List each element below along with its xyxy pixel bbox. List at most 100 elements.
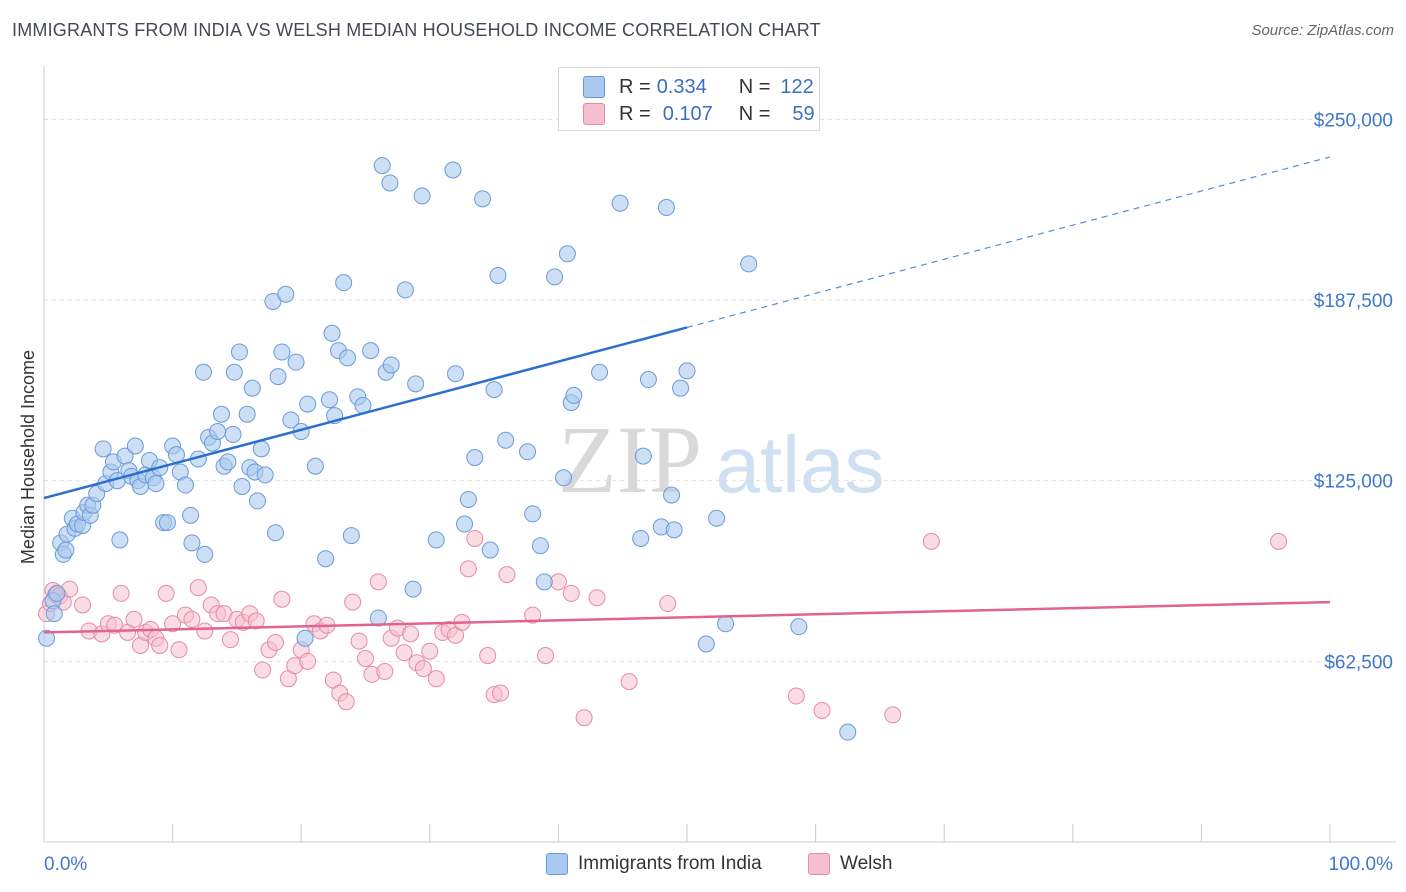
- welsh-point: [221, 631, 239, 649]
- welsh-point: [350, 632, 368, 650]
- legend-n-value-welsh: 59: [792, 102, 815, 125]
- india-point: [632, 529, 650, 547]
- welsh-point: [266, 634, 284, 652]
- india-point: [224, 425, 242, 443]
- welsh-point: [659, 595, 677, 613]
- india-point: [287, 353, 305, 371]
- india-point: [212, 405, 230, 423]
- india-point: [672, 379, 690, 397]
- india-point: [335, 274, 353, 292]
- welsh-point: [376, 662, 394, 680]
- welsh-point: [164, 615, 182, 633]
- india-point: [230, 343, 248, 361]
- india-point: [404, 580, 422, 598]
- welsh-point: [498, 566, 516, 584]
- welsh-point: [620, 673, 638, 691]
- legend-r-label: R =: [619, 102, 651, 125]
- india-point: [243, 379, 261, 397]
- welsh-point: [813, 701, 831, 719]
- welsh-point: [1270, 532, 1288, 550]
- bottom-legend-label-welsh: Welsh: [840, 853, 893, 874]
- welsh-point: [402, 625, 420, 643]
- india-point: [48, 584, 66, 602]
- india-point: [634, 447, 652, 465]
- india-point: [248, 492, 266, 510]
- welsh-point: [357, 649, 374, 667]
- welsh-point: [414, 660, 432, 678]
- welsh-point: [151, 636, 169, 654]
- india-point: [238, 405, 256, 423]
- india-point: [338, 349, 356, 367]
- source-note: Source: ZipAtlas.com: [1251, 22, 1394, 39]
- welsh-point: [157, 584, 175, 602]
- welsh-point: [537, 647, 555, 665]
- legend-swatch-india: [583, 76, 605, 98]
- india-point: [273, 343, 291, 361]
- welsh-point: [254, 661, 272, 679]
- india-point: [320, 391, 338, 409]
- welsh-point: [106, 616, 124, 634]
- x-tick-label: 0.0%: [44, 854, 87, 875]
- india-point: [639, 371, 657, 389]
- india-point: [183, 534, 201, 552]
- legend-r-label: R =: [619, 75, 651, 98]
- watermark: ZIP atlas: [558, 406, 884, 513]
- india-point: [665, 521, 683, 539]
- welsh-point: [427, 670, 445, 688]
- welsh-point: [395, 644, 413, 662]
- welsh-point: [299, 652, 317, 670]
- bottom-legend-swatch-welsh: [808, 853, 830, 875]
- bottom-legend-label-india: Immigrants from India: [578, 853, 762, 874]
- india-trend-extension: [686, 156, 1331, 329]
- india-point: [256, 466, 274, 484]
- india-point: [45, 605, 63, 623]
- india-point: [474, 190, 492, 208]
- welsh-point: [369, 573, 387, 591]
- india-point: [381, 174, 399, 192]
- india-point: [269, 368, 287, 386]
- welsh-point: [189, 579, 207, 597]
- india-point: [524, 505, 542, 523]
- india-point: [382, 356, 400, 374]
- welsh-point: [421, 642, 439, 660]
- legend-r-value-welsh: 0.107: [662, 102, 713, 125]
- india-point: [497, 431, 515, 449]
- india-point: [182, 506, 200, 524]
- legend-row-welsh: R = 0.107 N = 59: [583, 102, 835, 126]
- welsh-point: [247, 612, 265, 630]
- welsh-point: [459, 560, 477, 578]
- india-point: [323, 324, 341, 342]
- india-point: [194, 363, 212, 381]
- welsh-point: [588, 589, 606, 607]
- y-tick-label: $125,000: [1314, 472, 1393, 493]
- india-point: [459, 490, 477, 508]
- legend-n-label: N =: [738, 102, 771, 125]
- india-point: [839, 723, 857, 741]
- india-point: [456, 515, 474, 533]
- welsh-point: [479, 647, 497, 665]
- india-point: [565, 386, 583, 404]
- india-point: [209, 423, 227, 441]
- india-point: [282, 411, 300, 429]
- india-point: [546, 268, 564, 286]
- india-point: [485, 381, 503, 399]
- legend-row-india: R = 0.334 N = 122: [583, 75, 834, 99]
- y-tick-label: $250,000: [1314, 110, 1393, 131]
- india-point: [481, 541, 499, 559]
- india-point: [264, 292, 282, 310]
- india-point: [678, 362, 696, 380]
- india-point: [790, 618, 808, 636]
- india-point: [535, 573, 553, 591]
- india-point: [740, 255, 758, 273]
- india-point: [407, 375, 425, 393]
- welsh-point: [74, 596, 92, 614]
- bottom-legend-india: Immigrants from India: [546, 852, 762, 876]
- india-point: [362, 342, 380, 360]
- india-point: [447, 365, 465, 383]
- india-point: [558, 245, 576, 263]
- india-point: [396, 281, 414, 299]
- india-trend-line: [43, 326, 688, 500]
- legend-swatch-welsh: [583, 103, 605, 125]
- welsh-point: [196, 622, 214, 640]
- india-point: [373, 157, 391, 175]
